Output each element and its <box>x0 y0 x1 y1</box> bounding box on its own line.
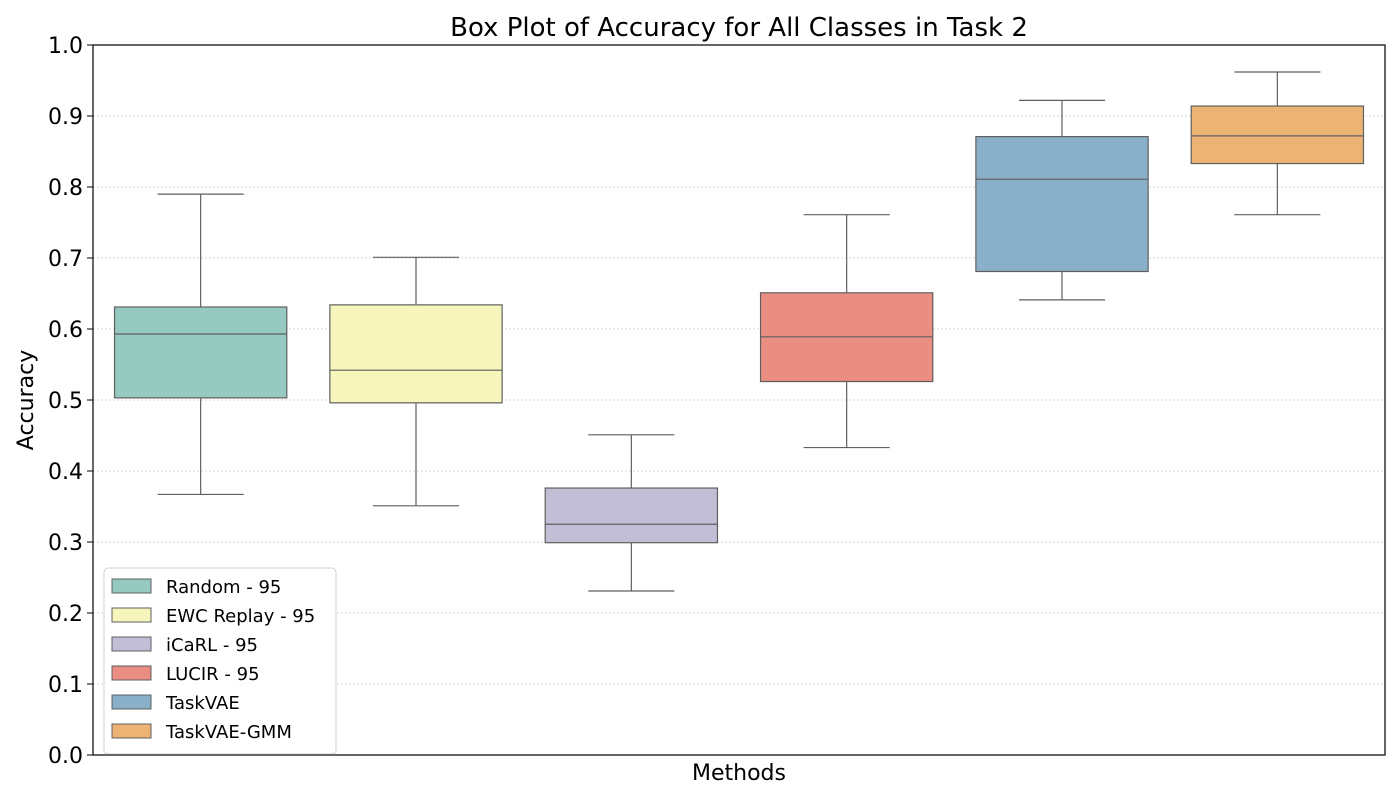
legend-swatch <box>111 636 152 652</box>
y-tick-label: 0.3 <box>48 531 83 556</box>
legend-frame <box>103 567 337 755</box>
legend-swatch <box>111 694 152 710</box>
legend-label: iCaRL - 95 <box>166 635 258 656</box>
legend-label: TaskVAE <box>165 693 240 714</box>
y-tick-label: 0.2 <box>48 602 83 627</box>
y-tick-label: 1.0 <box>48 34 83 59</box>
boxes <box>113 71 1365 592</box>
box-body <box>1190 105 1365 165</box>
y-tick-label: 0.9 <box>48 105 83 130</box>
box-body <box>975 135 1149 273</box>
legend-label: Random - 95 <box>166 577 281 598</box>
chart-title: Box Plot of Accuracy for All Classes in … <box>450 13 1028 43</box>
legend: Random - 95 EWC Replay - 95 iCaRL - 95 LUCI… <box>103 567 337 755</box>
box-body <box>544 487 719 544</box>
y-tick-label: 0.4 <box>48 460 83 485</box>
legend-label: TaskVAE-GMM <box>165 722 292 743</box>
legend-label: EWC Replay - 95 <box>166 606 315 627</box>
box-taskvae-gmm <box>1190 71 1365 216</box>
y-tick-label: 0.8 <box>48 176 83 201</box>
y-axis-label: Accuracy <box>14 350 39 450</box>
box-taskvae <box>975 99 1149 301</box>
grid-lines <box>93 115 1385 685</box>
box-ewc-replay-95 <box>329 256 503 507</box>
box-icarl-95 <box>544 434 719 592</box>
legend-swatch <box>111 665 152 681</box>
y-tick-label: 0.7 <box>48 247 83 272</box>
box-body <box>329 304 503 404</box>
y-tick-label: 0.1 <box>48 673 83 698</box>
box-random-95 <box>113 193 288 496</box>
plot-frame <box>92 44 1386 756</box>
box-body <box>113 306 288 399</box>
legend-swatch <box>111 723 152 739</box>
legend-swatch <box>111 607 152 623</box>
box-lucir-95 <box>759 214 934 449</box>
y-axis-ticks: 0.0 0.1 0.2 0.3 0.4 0.5 0.6 0.7 0.8 0.9 1.0 <box>48 34 93 769</box>
x-axis-label: Methods <box>692 761 786 786</box>
y-tick-label: 0.0 <box>48 744 83 769</box>
y-tick-label: 0.6 <box>48 318 83 343</box>
legend-label: LUCIR - 95 <box>166 664 260 685</box>
y-tick-label: 0.5 <box>48 389 83 414</box>
legend-swatch <box>111 578 152 594</box>
